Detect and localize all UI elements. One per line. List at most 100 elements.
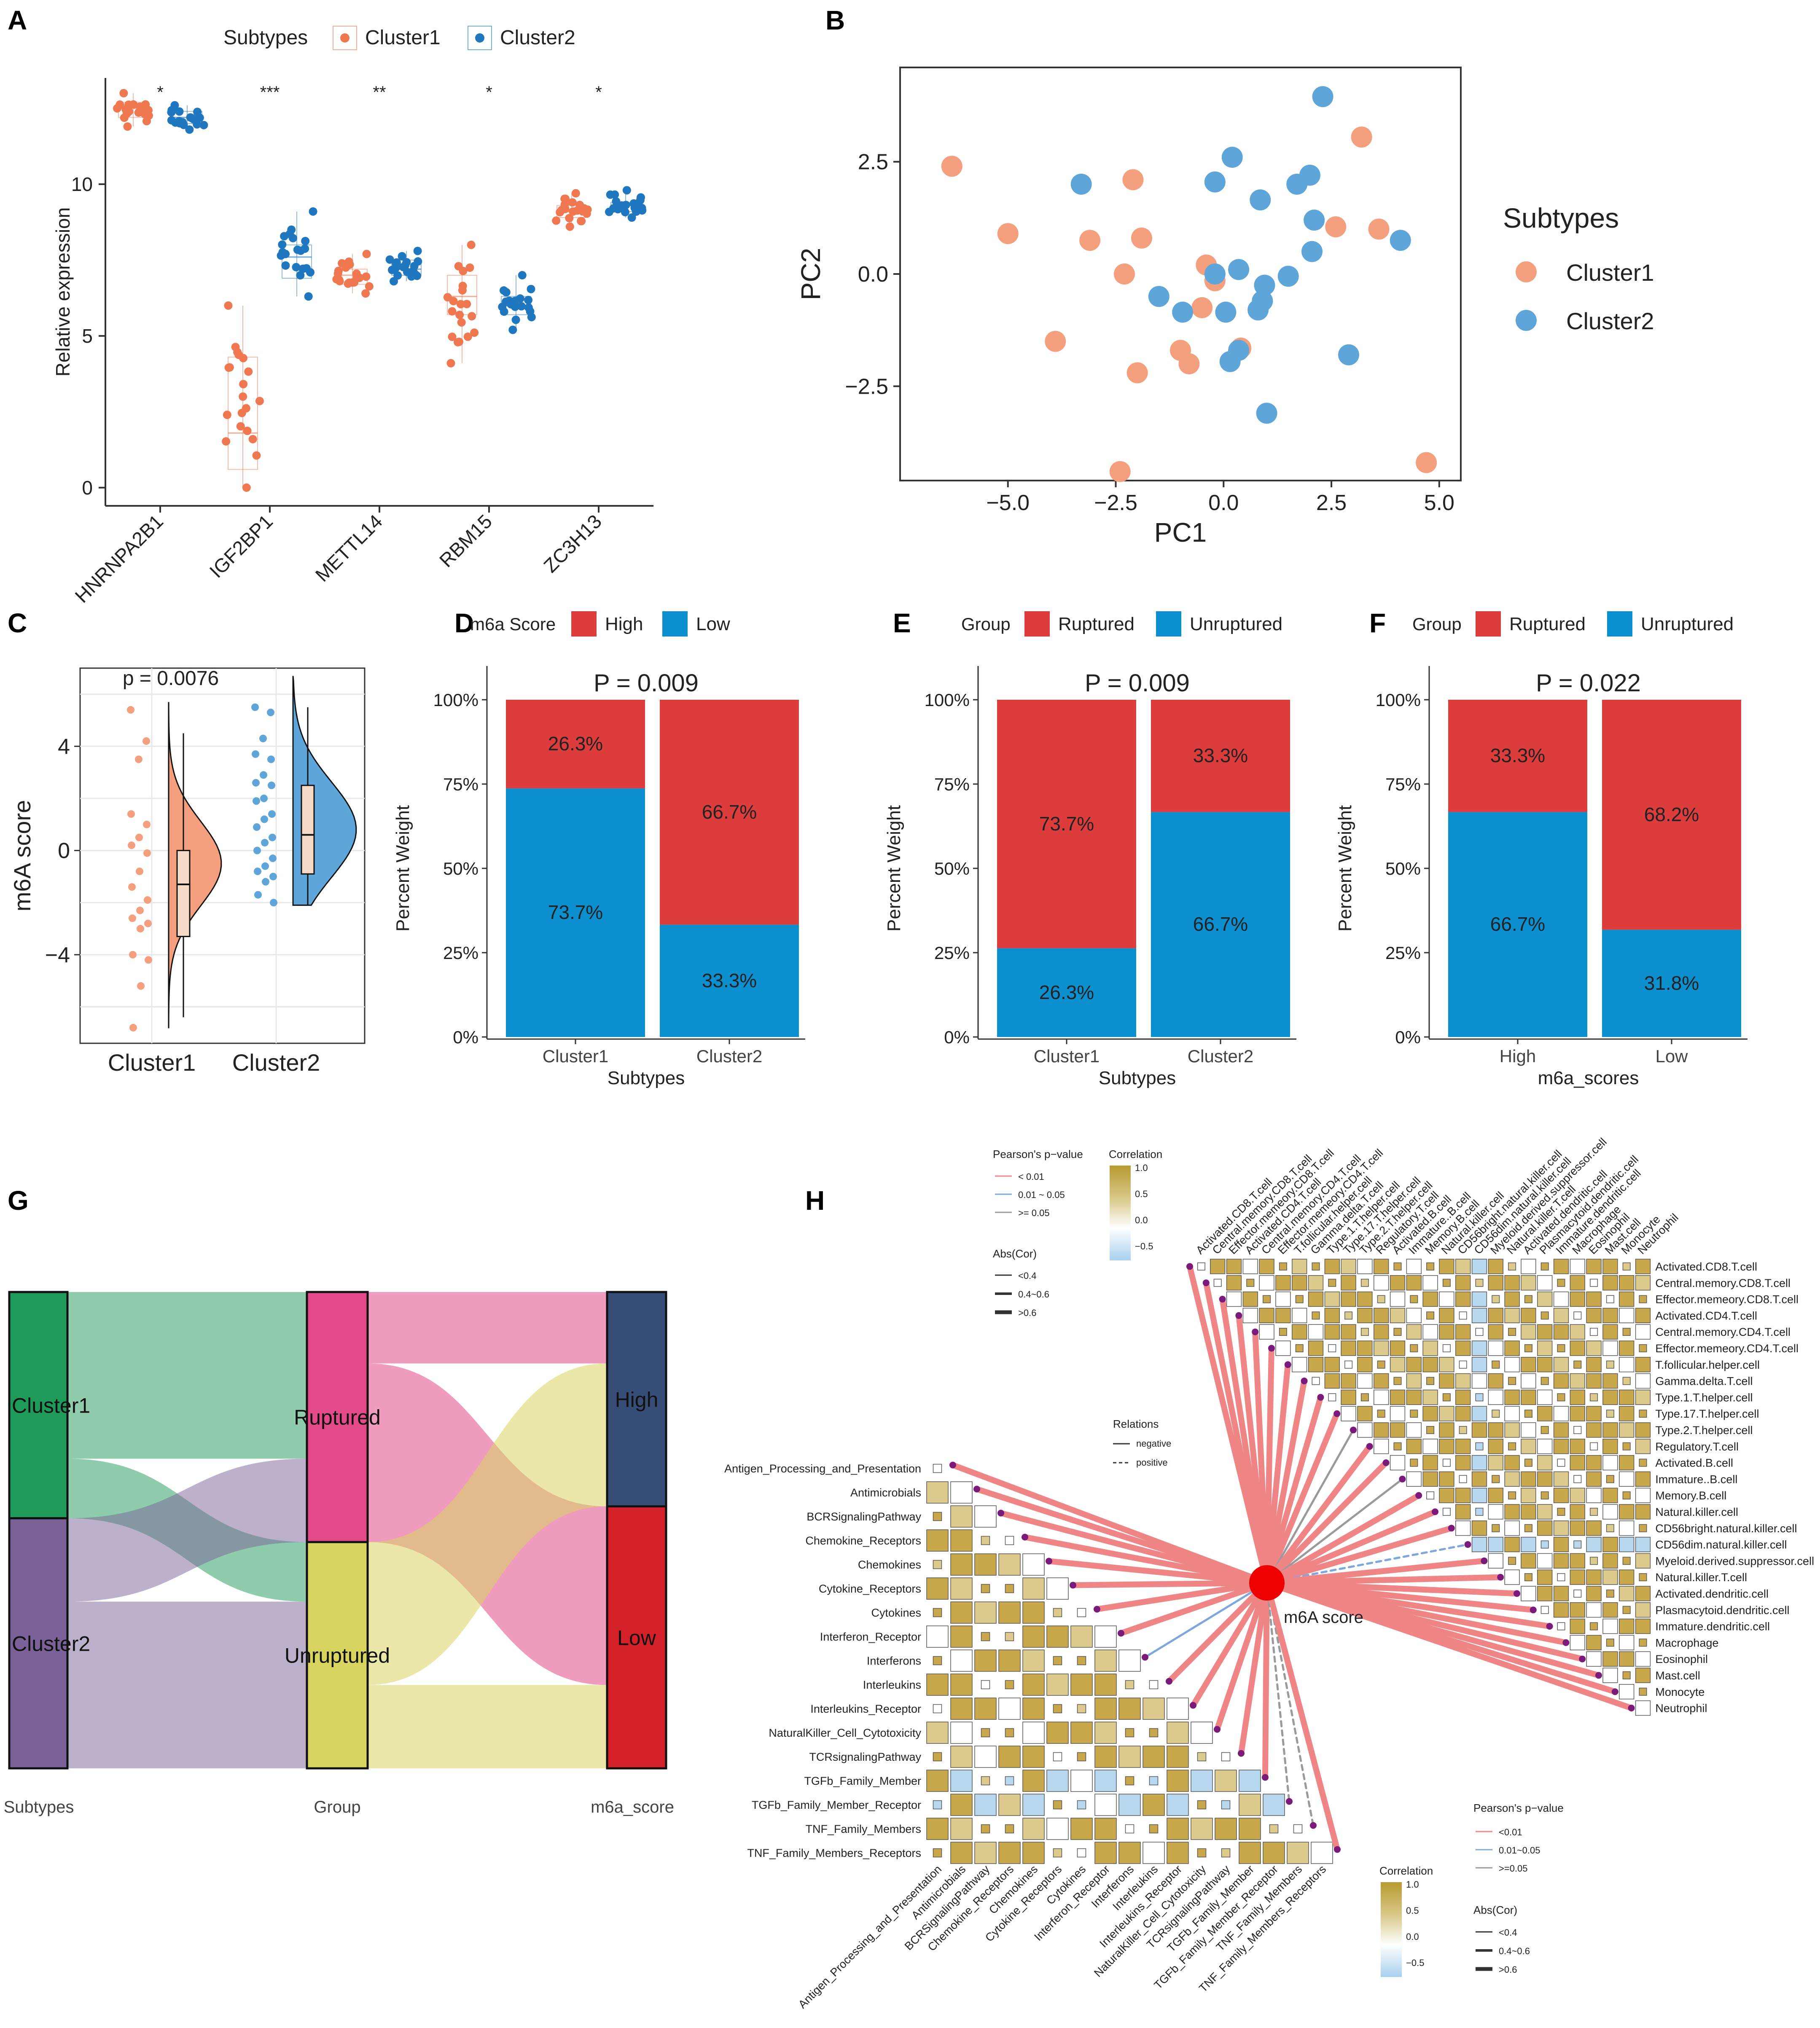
matrix-cell	[950, 1818, 973, 1840]
immune-cell-row-label: Activated.CD8.T.cell	[1655, 1260, 1757, 1273]
matrix-cell	[950, 1625, 973, 1648]
cluster2-point	[253, 797, 260, 805]
matrix-cell	[1279, 1328, 1287, 1336]
matrix-cell	[1149, 1680, 1159, 1690]
cluster1-point	[455, 311, 464, 320]
cluster1-point	[222, 437, 231, 446]
matrix-cell	[1570, 1340, 1585, 1356]
matrix-cell	[1521, 1308, 1536, 1323]
cluster1-point	[127, 706, 134, 714]
matrix-cell	[1639, 1410, 1647, 1418]
immune-cell-row-label: Natural.killer.cell	[1655, 1506, 1738, 1518]
matrix-cell	[1312, 1262, 1320, 1271]
cluster1-point	[446, 359, 455, 368]
matrix-cell	[1557, 1279, 1565, 1287]
cluster1-point	[552, 216, 561, 225]
matrix-cell	[1602, 1439, 1618, 1454]
cluster2-box	[282, 244, 312, 279]
matrix-cell	[1606, 1295, 1614, 1303]
cluster1-point	[135, 755, 142, 763]
cluster1-point	[463, 332, 472, 341]
cluster1-point	[462, 300, 471, 309]
cluster1-point	[561, 204, 570, 213]
matrix-cell	[1590, 1557, 1598, 1565]
matrix-cell	[1475, 1507, 1484, 1516]
cluster1-point	[129, 100, 138, 109]
significance-mark: **	[373, 83, 386, 102]
pathway-link	[1266, 1582, 1290, 1802]
matrix-cell	[1471, 1455, 1487, 1471]
y-tick-label: 0	[58, 839, 70, 863]
cluster1-point	[239, 392, 247, 401]
matrix-cell	[1488, 1389, 1503, 1405]
matrix-cell	[1344, 1311, 1353, 1320]
cluster2-point	[511, 315, 520, 324]
cluster2-point	[527, 313, 536, 322]
matrix-cell	[1422, 1471, 1438, 1487]
y-tick-label: 10	[71, 173, 93, 195]
matrix-cell	[998, 1794, 1021, 1816]
bar-label: 33.3%	[702, 970, 757, 991]
cluster1-point	[136, 868, 143, 876]
matrix-cell	[1553, 1422, 1569, 1438]
pathway-row-label: Chemokines	[858, 1558, 921, 1571]
cluster2-point	[414, 257, 422, 266]
cluster2-point	[502, 288, 511, 297]
matrix-cell	[974, 1553, 997, 1576]
bar-label: 26.3%	[1039, 981, 1094, 1003]
panel-f: 0% 25% 50% 75% 100% Percent Weight P = 0.022 Gr…	[1335, 611, 1747, 1088]
cluster2-point	[254, 868, 261, 876]
matrix-cell	[1553, 1586, 1569, 1601]
matrix-cell	[1077, 1704, 1086, 1714]
matrix-cell	[1377, 1410, 1385, 1418]
cluster1-point	[123, 108, 132, 117]
bar-label: 73.7%	[548, 901, 603, 923]
panel-label-A: A	[8, 5, 27, 35]
cluster1-point	[142, 117, 151, 126]
matrix-cell	[1275, 1340, 1291, 1356]
matrix-cell	[1504, 1422, 1520, 1438]
matrix-cell	[1046, 1770, 1069, 1792]
sankey-flow	[67, 1459, 307, 1602]
pathway-row-label: Interferon_Receptor	[820, 1630, 921, 1643]
matrix-cell	[1521, 1536, 1536, 1553]
legend-entry: 0.01 ~ 0.05	[1018, 1190, 1065, 1200]
matrix-cell	[1570, 1389, 1585, 1405]
y-tick-label: 25%	[443, 943, 479, 963]
bar-high	[506, 700, 645, 789]
matrix-cell	[1602, 1504, 1618, 1520]
cluster2-point	[287, 225, 296, 234]
matrix-cell	[1635, 1553, 1651, 1569]
matrix-cell	[1521, 1439, 1536, 1454]
matrix-cell	[1239, 1818, 1261, 1840]
matrix-cell	[1439, 1324, 1454, 1340]
bar-unruptured	[1448, 812, 1587, 1037]
matrix-cell	[1094, 1649, 1117, 1672]
matrix-cell	[1570, 1504, 1585, 1520]
matrix-cell	[1492, 1524, 1500, 1532]
matrix-cell	[1442, 1393, 1451, 1402]
x-axis-label: Subtypes	[608, 1068, 685, 1088]
cluster1-point	[565, 222, 574, 231]
matrix-cell	[1455, 1488, 1471, 1503]
matrix-cell	[1422, 1291, 1438, 1307]
link-endpoint	[1562, 1639, 1570, 1646]
link-endpoint	[1514, 1590, 1520, 1597]
matrix-cell	[1046, 1818, 1069, 1840]
matrix-cell	[1553, 1324, 1569, 1340]
matrix-cell	[1118, 1649, 1141, 1672]
immune-cell-row-label: Activated.B.cell	[1655, 1457, 1733, 1469]
immune-link	[1266, 1429, 1355, 1584]
matrix-cell	[1053, 1704, 1062, 1714]
matrix-cell	[1022, 1746, 1045, 1768]
matrix-cell	[1619, 1340, 1635, 1356]
matrix-cell	[1635, 1275, 1651, 1291]
x-axis-label: m6a_scores	[1538, 1068, 1639, 1088]
cluster2-point	[270, 899, 277, 907]
immune-cell-row-label: Myeloid.derived.suppressor.cell	[1655, 1555, 1814, 1567]
matrix-cell	[1524, 1295, 1532, 1303]
matrix-cell	[1221, 1752, 1231, 1762]
matrix-cell	[1328, 1393, 1336, 1402]
cluster1-point	[1079, 230, 1101, 251]
